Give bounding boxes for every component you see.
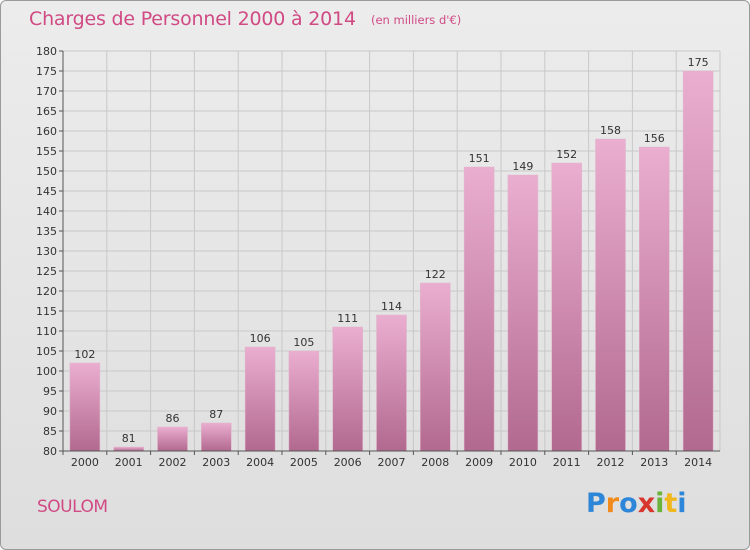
bar-2001 <box>113 446 144 452</box>
data-label-2006: 111 <box>337 312 358 325</box>
data-label-2014: 175 <box>688 56 709 69</box>
commune-name: SOULOM <box>37 497 108 517</box>
y-tick-label: 125 <box>36 265 57 278</box>
data-label-2004: 106 <box>250 332 271 345</box>
data-label-2003: 87 <box>209 408 223 421</box>
x-tick-label: 2014 <box>684 456 712 469</box>
y-tick-label: 90 <box>43 405 57 418</box>
logo-letter: P <box>586 488 606 519</box>
y-tick-label: 160 <box>36 125 57 138</box>
bar-2007 <box>376 314 407 452</box>
x-tick-label: 2005 <box>290 456 318 469</box>
bar-2013 <box>639 146 670 452</box>
x-tick-label: 2012 <box>597 456 625 469</box>
bar-2011 <box>551 162 582 452</box>
x-tick-label: 2000 <box>71 456 99 469</box>
x-tick-label: 2004 <box>246 456 274 469</box>
data-label-2013: 156 <box>644 132 665 145</box>
x-tick-label: 2008 <box>421 456 449 469</box>
y-tick-label: 105 <box>36 345 57 358</box>
y-tick-label: 180 <box>36 45 57 58</box>
bar-2014 <box>682 70 714 452</box>
bar-2010 <box>507 174 539 452</box>
bar-2004 <box>244 346 276 452</box>
x-tick-label: 2002 <box>159 456 187 469</box>
y-tick-label: 140 <box>36 205 57 218</box>
logo-letter: x <box>637 488 656 519</box>
data-label-2007: 114 <box>381 300 402 313</box>
y-tick-label: 115 <box>36 305 57 318</box>
x-tick-label: 2003 <box>202 456 230 469</box>
bar-2009 <box>463 166 495 452</box>
data-label-2008: 122 <box>425 268 446 281</box>
bar-2002 <box>157 426 188 452</box>
y-tick-label: 145 <box>36 185 57 198</box>
y-tick-label: 175 <box>36 65 57 78</box>
data-label-2001: 81 <box>122 432 136 445</box>
y-tick-label: 165 <box>36 105 57 118</box>
x-tick-label: 2006 <box>334 456 362 469</box>
logo-letter: i <box>677 488 687 519</box>
logo-letter: i <box>655 488 665 519</box>
data-label-2000: 102 <box>74 348 95 361</box>
data-label-2009: 151 <box>469 152 490 165</box>
y-tick-label: 170 <box>36 85 57 98</box>
y-tick-label: 150 <box>36 165 57 178</box>
data-label-2011: 152 <box>556 148 577 161</box>
data-label-2012: 158 <box>600 124 621 137</box>
bar-2006 <box>332 326 363 452</box>
chart-unit: (en milliers d'€) <box>371 13 462 27</box>
logo-letter: r <box>605 488 620 519</box>
y-tick-label: 95 <box>43 385 57 398</box>
bar-2005 <box>288 350 320 452</box>
x-tick-label: 2001 <box>115 456 143 469</box>
bar-2008 <box>420 282 451 452</box>
y-tick-label: 130 <box>36 245 57 258</box>
data-label-2005: 105 <box>293 336 314 349</box>
y-tick-label: 120 <box>36 285 57 298</box>
bar-2012 <box>595 138 626 452</box>
logo-letter: t <box>664 488 678 519</box>
x-tick-label: 2007 <box>378 456 406 469</box>
y-tick-label: 135 <box>36 225 57 238</box>
chart-title: Charges de Personnel 2000 à 2014 <box>29 8 356 30</box>
x-tick-label: 2011 <box>553 456 581 469</box>
x-tick-label: 2013 <box>640 456 668 469</box>
y-tick-label: 155 <box>36 145 57 158</box>
bar-2000 <box>69 362 101 452</box>
y-tick-label: 100 <box>36 365 57 378</box>
logo-letter: o <box>619 488 638 519</box>
y-tick-label: 110 <box>36 325 57 338</box>
y-tick-label: 85 <box>43 425 57 438</box>
data-label-2002: 86 <box>166 412 180 425</box>
proxiti-logo[interactable]: Proxiti <box>586 488 687 519</box>
x-tick-label: 2009 <box>465 456 493 469</box>
data-label-2010: 149 <box>512 160 533 173</box>
y-tick-label: 80 <box>43 445 57 458</box>
x-tick-label: 2010 <box>509 456 537 469</box>
bar-2003 <box>201 422 232 452</box>
